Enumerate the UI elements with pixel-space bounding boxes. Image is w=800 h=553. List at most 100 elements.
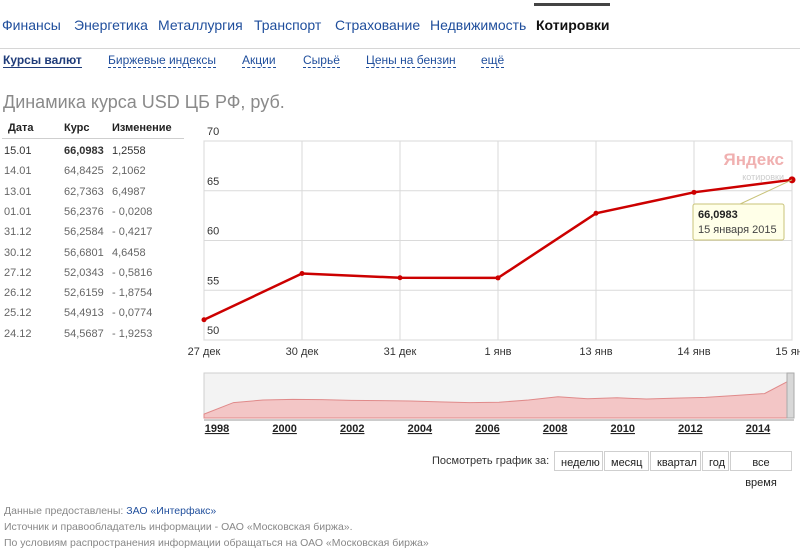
overview-year-label[interactable]: 2008	[543, 423, 567, 435]
row-rate: 66,0983	[64, 145, 104, 157]
row-date: 31.12	[4, 226, 32, 239]
nav-metallurgy[interactable]: Металлургия	[158, 17, 243, 33]
row-rate: 56,6801	[64, 246, 104, 259]
watermark-sub: котировки	[742, 172, 784, 182]
x-tick-label: 14 янв	[677, 346, 710, 358]
period-year-button[interactable]: год	[702, 451, 729, 471]
period-all-time-button[interactable]: все время	[730, 451, 792, 489]
row-rate: 64,8425	[64, 165, 104, 178]
y-tick-label: 65	[207, 176, 219, 188]
top-nav: Финансы Энергетика Металлургия Транспорт…	[0, 0, 800, 49]
row-change: - 1,8754	[112, 287, 153, 300]
row-change: - 0,4217	[112, 226, 153, 239]
row-rate: 56,2584	[64, 226, 104, 239]
row-rate: 54,4913	[64, 307, 104, 320]
overview-year-label[interactable]: 2006	[475, 423, 499, 435]
subnav-fuel-prices[interactable]: Цены на бензин	[366, 53, 456, 68]
row-rate: 52,6159	[64, 287, 104, 300]
table-row: 26.12 52,6159 - 1,8754	[2, 284, 184, 304]
tooltip-value: 66,0983	[698, 209, 738, 221]
row-change: 2,1062	[112, 165, 146, 178]
subnav-stocks[interactable]: Акции	[242, 53, 276, 68]
nav-finance[interactable]: Финансы	[2, 17, 61, 33]
data-point[interactable]	[691, 189, 697, 195]
header-date: Дата	[8, 122, 34, 134]
period-week-button[interactable]: неделю	[554, 451, 603, 471]
data-point[interactable]	[593, 210, 599, 216]
x-tick-label: 13 янв	[579, 346, 612, 358]
header-change: Изменение	[112, 122, 172, 134]
yandex-watermark: Яндекс	[724, 150, 784, 169]
row-rate: 52,0343	[64, 266, 104, 279]
overview-range-handle[interactable]	[786, 372, 795, 419]
footer-provider: Данные предоставлены: ЗАО «Интерфакс»	[4, 505, 216, 517]
y-tick-label: 55	[207, 275, 219, 287]
footer-provider-prefix: Данные предоставлены:	[4, 505, 124, 517]
nav-insurance[interactable]: Страхование	[335, 17, 421, 33]
tooltip-pointer	[737, 179, 793, 206]
y-tick-label: 70	[207, 126, 219, 138]
subnav-more[interactable]: ещё	[481, 53, 505, 68]
page-title: Динамика курса USD ЦБ РФ, руб.	[3, 92, 285, 112]
period-month-button[interactable]: месяц	[604, 451, 649, 471]
nav-energy[interactable]: Энергетика	[74, 17, 148, 33]
overview-year-label[interactable]: 2004	[408, 423, 433, 435]
footer-provider-link[interactable]: ЗАО «Интерфакс»	[126, 505, 217, 517]
tooltip-date: 15 января 2015	[698, 224, 777, 236]
overview-year-label[interactable]: 2014	[746, 423, 771, 435]
nav-real-estate[interactable]: Недвижимость	[430, 17, 527, 33]
overview-chart[interactable]: 1998 2000 2002 2004 2006 2008 2010 2012 2014	[0, 0, 800, 440]
data-point[interactable]	[495, 275, 501, 281]
overview-year-label[interactable]: 2010	[611, 423, 635, 435]
table-row: 31.12 56,2584 - 0,4217	[2, 223, 184, 243]
row-date: 26.12	[4, 287, 32, 300]
overview-year-label[interactable]: 2012	[678, 423, 702, 435]
data-point[interactable]	[299, 271, 305, 277]
period-label: Посмотреть график за:	[432, 455, 550, 467]
period-quarter-button[interactable]: квартал	[650, 451, 701, 471]
nav-transport[interactable]: Транспорт	[254, 17, 322, 33]
row-rate: 54,5687	[64, 327, 104, 340]
header-rate: Курс	[64, 122, 90, 134]
row-change: 4,6458	[112, 246, 146, 259]
x-tick-label: 31 дек	[384, 346, 417, 358]
table-row: 30.12 56,6801 4,6458	[2, 244, 184, 264]
row-change: 6,4987	[112, 185, 146, 198]
subnav-exchange-indices[interactable]: Биржевые индексы	[108, 53, 216, 68]
row-rate: 56,2376	[64, 205, 104, 218]
data-point[interactable]	[201, 317, 207, 323]
nav-quotes[interactable]: Котировки	[536, 17, 610, 33]
row-date: 15.01	[4, 145, 32, 157]
row-date: 14.01	[4, 165, 32, 178]
y-tick-label: 50	[207, 325, 219, 337]
table-row: 15.01 66,0983 1,2558	[2, 142, 184, 162]
table-row: 27.12 52,0343 - 0,5816	[2, 264, 184, 284]
header-divider	[2, 138, 184, 139]
table-row: 14.01 64,8425 2,1062	[2, 162, 184, 182]
row-date: 25.12	[4, 307, 32, 320]
footer-terms: По условиям распространения информации о…	[4, 537, 429, 549]
overview-year-label[interactable]: 2002	[340, 423, 364, 435]
subnav-currency-rates[interactable]: Курсы валют	[3, 53, 82, 68]
row-date: 01.01	[4, 205, 32, 218]
y-tick-label: 60	[207, 226, 219, 238]
overview-year-label[interactable]: 1998	[205, 423, 229, 435]
overview-year-label[interactable]: 2000	[272, 423, 296, 435]
x-tick-label: 15 янв	[775, 346, 800, 358]
row-change: - 0,0208	[112, 205, 153, 218]
data-point[interactable]	[397, 275, 403, 281]
row-change: - 0,5816	[112, 266, 153, 279]
row-date: 13.01	[4, 185, 32, 198]
row-change: - 0,0774	[112, 307, 153, 320]
rate-line-chart: 50 55 60 65 70 27 дек 30 дек 31 дек 1 янв 13 янв 1…	[188, 126, 800, 358]
x-tick-label: 27 дек	[188, 346, 221, 358]
x-tick-label: 1 янв	[484, 346, 511, 358]
table-row: 25.12 54,4913 - 0,0774	[2, 304, 184, 324]
overview-series	[203, 377, 795, 419]
subnav-commodities[interactable]: Сырьё	[303, 53, 340, 68]
footer-source: Источник и правообладатель информации - …	[4, 521, 353, 533]
x-tick-label: 30 дек	[286, 346, 319, 358]
active-tab-indicator	[534, 3, 610, 6]
row-change: 1,2558	[112, 145, 146, 157]
tooltip-box	[692, 203, 785, 241]
